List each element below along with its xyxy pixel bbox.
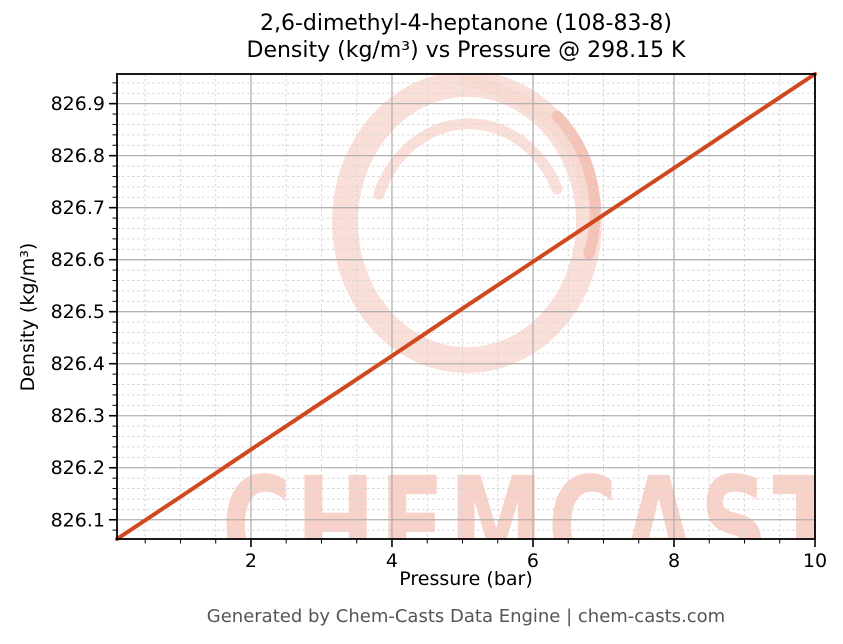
chart-title-line-2: Density (kg/m³) vs Pressure @ 298.15 K bbox=[246, 38, 686, 63]
y-tick-label: 826.1 bbox=[51, 509, 105, 531]
watermark-layer: CHEMCASTS bbox=[117, 74, 815, 539]
density-line bbox=[115, 72, 817, 541]
logo-inner-arc bbox=[373, 118, 563, 200]
x-tick-label: 6 bbox=[527, 550, 539, 572]
y-tick-label: 826.2 bbox=[51, 457, 105, 479]
y-tick-label: 826.6 bbox=[51, 249, 105, 271]
data-series bbox=[115, 72, 817, 541]
grid-minor bbox=[117, 74, 815, 539]
y-tick-label: 826.4 bbox=[51, 353, 105, 375]
tick-labels: 2 4 6 8 10 826.1 826.2 826.3 826.4 826.5 826.6 826.… bbox=[51, 93, 828, 572]
y-tick-label: 826.9 bbox=[51, 93, 105, 115]
y-tick-label: 826.7 bbox=[51, 197, 105, 219]
y-tick-label: 826.8 bbox=[51, 145, 105, 167]
axes-frame bbox=[116, 73, 816, 540]
x-tick-label: 4 bbox=[386, 550, 398, 572]
x-tick-label: 10 bbox=[803, 550, 827, 572]
x-tick-label: 2 bbox=[245, 550, 257, 572]
logo-tail-arc bbox=[458, 74, 592, 201]
tick-marks bbox=[109, 82, 816, 547]
chart-title-line-1: 2,6-dimethyl-4-heptanone (108-83-8) bbox=[260, 11, 672, 36]
footer-text: Generated by Chem-Casts Data Engine | ch… bbox=[206, 606, 726, 627]
y-tick-label: 826.3 bbox=[51, 405, 105, 427]
x-axis-label: Pressure (bar) bbox=[399, 568, 533, 590]
y-tick-label: 826.5 bbox=[51, 301, 105, 323]
x-tick-label: 8 bbox=[668, 550, 680, 572]
chart-title: 2,6-dimethyl-4-heptanone (108-83-8) Dens… bbox=[117, 10, 815, 64]
chemcasts-brush-ring-logo bbox=[332, 74, 602, 373]
plot-border bbox=[116, 73, 816, 540]
